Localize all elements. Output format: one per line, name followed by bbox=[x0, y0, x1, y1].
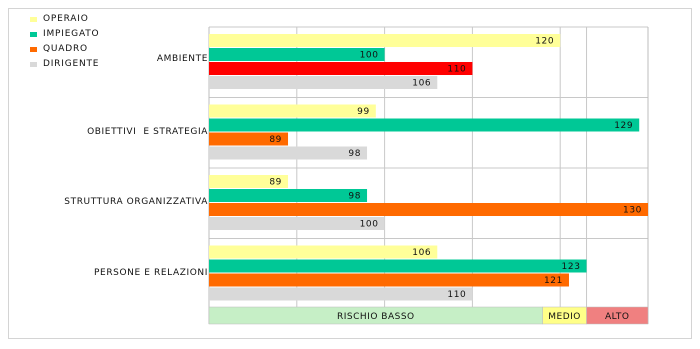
bar-2-0 bbox=[209, 175, 289, 188]
bar-0-1 bbox=[209, 48, 385, 61]
legend-swatch bbox=[30, 31, 37, 37]
bar-2-2 bbox=[209, 203, 648, 216]
data-label-3-2: 121 bbox=[544, 276, 563, 286]
risk-band-label-0: RISCHIO BASSO bbox=[337, 312, 415, 322]
data-label-3-0: 106 bbox=[412, 248, 431, 258]
bar-1-3 bbox=[209, 146, 368, 160]
category-label-0: AMBIENTE bbox=[156, 54, 208, 65]
category-label-1: OBIETTIVI E STRATEGIA bbox=[87, 126, 208, 137]
risk-band-label-2: ALTO bbox=[605, 312, 630, 322]
data-label-2-0: 89 bbox=[269, 178, 282, 188]
bar-1-2 bbox=[209, 132, 289, 146]
data-label-2-3: 100 bbox=[360, 220, 379, 230]
bar-3-3 bbox=[209, 287, 473, 301]
legend-label: OPERAIO bbox=[43, 14, 89, 24]
data-label-2-2: 130 bbox=[623, 206, 642, 216]
legend-label: IMPIEGATO bbox=[43, 29, 100, 39]
legend-swatch bbox=[30, 61, 37, 67]
legend-item-dirigente: DIRIGENTE bbox=[30, 57, 99, 71]
risk-band-2 bbox=[586, 306, 649, 325]
data-label-0-0: 120 bbox=[535, 37, 554, 47]
bar-0-0 bbox=[209, 34, 561, 47]
data-label-1-3: 98 bbox=[348, 149, 361, 159]
bar-1-1 bbox=[209, 118, 640, 132]
data-label-1-2: 89 bbox=[269, 135, 282, 145]
legend-item-impiegato: IMPIEGATO bbox=[30, 27, 99, 41]
data-label-0-3: 106 bbox=[412, 79, 431, 89]
bar-2-3 bbox=[209, 217, 385, 230]
category-label-3: PERSONE E RELAZIONI bbox=[94, 267, 208, 278]
data-label-1-0: 99 bbox=[357, 107, 370, 117]
data-label-0-2: 110 bbox=[447, 65, 466, 75]
data-label-1-1: 129 bbox=[614, 121, 633, 131]
legend-item-operaio: OPERAIO bbox=[30, 12, 89, 26]
bar-3-2 bbox=[209, 273, 569, 287]
bar-0-2 bbox=[209, 62, 473, 75]
bar-0-3 bbox=[209, 76, 438, 89]
bar-3-1 bbox=[209, 259, 587, 273]
legend-item-quadro: QUADRO bbox=[30, 42, 88, 56]
data-label-3-3: 110 bbox=[447, 290, 466, 300]
data-label-3-1: 123 bbox=[562, 262, 581, 272]
data-label-0-1: 100 bbox=[360, 51, 379, 61]
category-label-2: STRUTTURA ORGANIZZATIVA bbox=[64, 197, 208, 208]
legend-label: QUADRO bbox=[43, 44, 88, 54]
chart-border bbox=[8, 8, 692, 339]
risk-band-label-1: MEDIO bbox=[548, 312, 581, 322]
bar-2-1 bbox=[209, 189, 368, 202]
legend-swatch bbox=[30, 16, 37, 22]
bar-1-0 bbox=[209, 104, 376, 118]
legend-label: DIRIGENTE bbox=[43, 59, 100, 69]
legend-swatch bbox=[30, 46, 37, 52]
bar-3-0 bbox=[209, 245, 438, 259]
data-label-2-1: 98 bbox=[348, 192, 361, 202]
